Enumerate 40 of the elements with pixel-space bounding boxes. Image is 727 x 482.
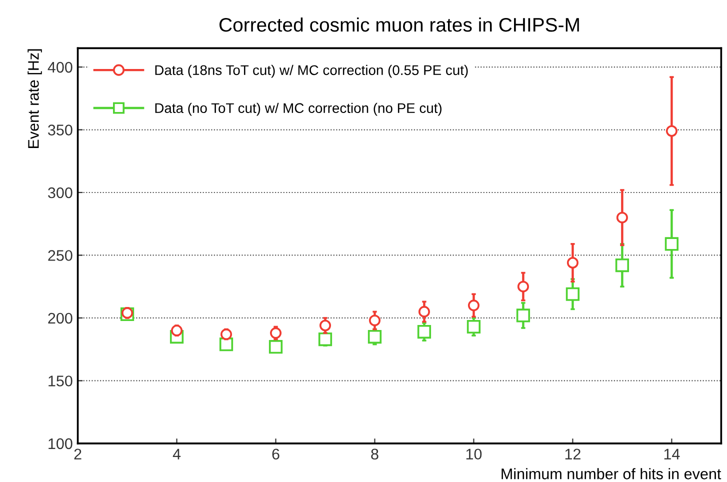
point xyxy=(566,287,580,301)
y-tick-label: 350 xyxy=(48,124,72,136)
point xyxy=(666,125,678,137)
x-tick-label: 10 xyxy=(466,448,482,460)
point xyxy=(268,340,283,354)
point xyxy=(318,332,332,346)
legend-label: Data (18ns ToT cut) w/ MC correction (0.55 PE cut) xyxy=(155,64,468,78)
point xyxy=(615,258,630,272)
point xyxy=(466,320,481,334)
y-tick-label: 100 xyxy=(48,438,72,450)
y-tick-label: 400 xyxy=(48,62,72,73)
legend-label: Data (no ToT cut) w/ MC correction (no PE cut) xyxy=(155,102,442,116)
point xyxy=(566,256,578,269)
y-tick-label: 200 xyxy=(48,312,72,324)
x-tick-label: 12 xyxy=(565,448,580,460)
x-tick-label: 8 xyxy=(371,448,378,460)
y-tick-label: 150 xyxy=(48,376,72,386)
point xyxy=(516,308,530,322)
x-tick-label: 2 xyxy=(74,448,82,460)
y-tick-label: 250 xyxy=(48,250,72,261)
point xyxy=(418,306,430,318)
chart-title: Corrected cosmic muon rates in CHIPS-M xyxy=(219,17,579,32)
x-tick-label: 6 xyxy=(272,448,280,460)
point xyxy=(517,280,529,292)
point xyxy=(417,324,432,339)
x-axis-title: Minimum number of hits in event xyxy=(502,468,722,480)
point xyxy=(319,320,332,332)
point xyxy=(270,327,282,339)
y-axis-title: Event rate [Hz] xyxy=(28,49,42,148)
x-tick-label: 14 xyxy=(664,448,680,460)
point xyxy=(468,300,480,312)
x-tick-label: 4 xyxy=(172,448,181,460)
point xyxy=(220,328,232,340)
y-tick-label: 300 xyxy=(48,187,72,198)
point xyxy=(616,212,628,224)
point xyxy=(368,314,381,326)
point xyxy=(171,324,183,336)
point xyxy=(368,330,382,344)
point xyxy=(219,338,234,352)
point xyxy=(664,237,678,251)
